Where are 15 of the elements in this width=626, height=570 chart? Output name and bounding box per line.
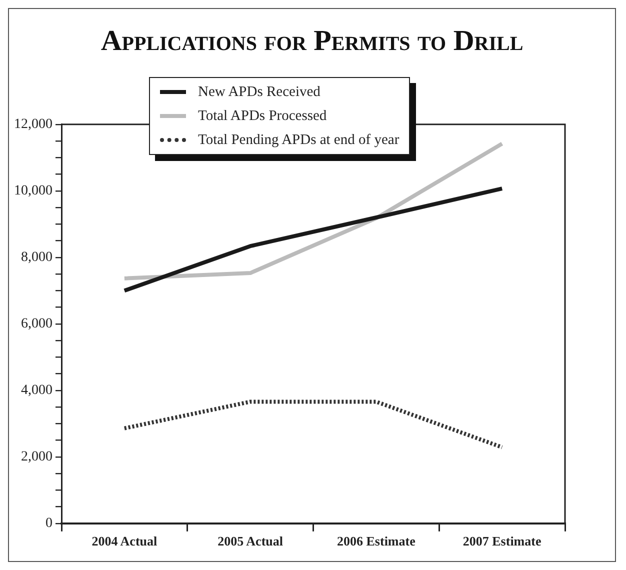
x-tick-label: 2006 Estimate [337, 534, 416, 549]
legend-label: Total Pending APDs at end of year [198, 132, 400, 148]
x-tick-label: 2007 Estimate [462, 534, 542, 549]
x-tick-label: 2004 Actual [92, 534, 158, 549]
y-tick-label: 2,000 [21, 450, 52, 465]
y-tick-label: 8,000 [21, 250, 52, 266]
legend-label: New APDs Received [198, 84, 320, 100]
y-tick-label: 4,000 [21, 383, 52, 398]
y-tick-label: 10,000 [14, 184, 52, 199]
chart-title: Applications for Permits to Drill [100, 25, 524, 58]
y-tick-label: 12,000 [14, 117, 52, 132]
x-tick-label: 2005 Actual [218, 534, 284, 549]
legend-label: Total APDs Processed [198, 108, 327, 124]
y-tick-label: 0 [46, 516, 52, 532]
y-tick-label: 6,000 [21, 316, 52, 332]
